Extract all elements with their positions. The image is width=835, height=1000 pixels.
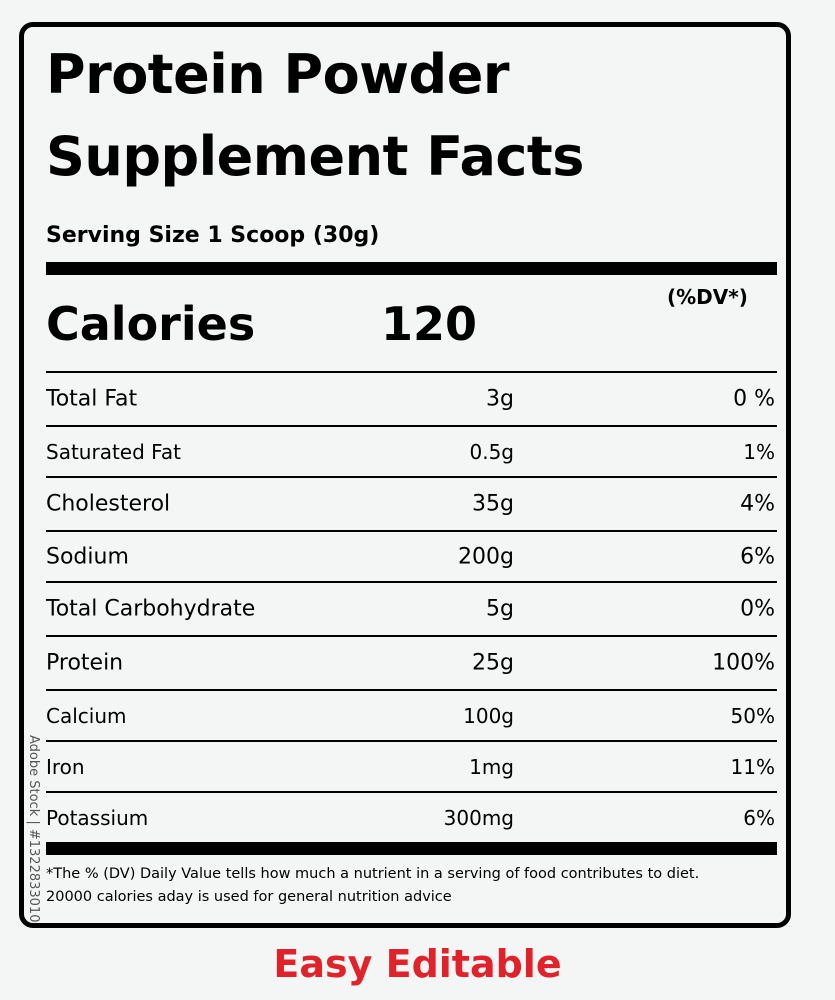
nutrient-amount: 300mg: [443, 805, 514, 830]
nutrient-name: Cholesterol: [46, 491, 171, 517]
nutrient-row-protein: Protein 25g 100%: [46, 635, 777, 689]
nutrient-daily-value: 1%: [743, 439, 775, 464]
nutrient-name: Total Carbohydrate: [46, 596, 256, 622]
nutrient-daily-value: 0%: [740, 596, 775, 622]
nutrient-daily-value: 50%: [730, 703, 775, 728]
calories-value: 120: [381, 297, 478, 351]
nutrient-row-total-carbohydrate: Total Carbohydrate 5g 0%: [46, 581, 777, 635]
nutrient-amount: 100g: [463, 703, 514, 728]
nutrient-row-calcium: Calcium 100g 50%: [46, 689, 777, 740]
nutrient-amount: 25g: [472, 650, 514, 676]
nutrient-amount: 3g: [486, 386, 514, 412]
nutrient-name: Potassium: [46, 805, 149, 830]
nutrient-daily-value: 0 %: [733, 386, 775, 412]
nutrient-row-saturated-fat: Saturated Fat 0.5g 1%: [46, 425, 777, 476]
stock-watermark: Adobe Stock | #1322833010: [26, 735, 41, 923]
nutrient-amount: 1mg: [469, 754, 514, 779]
footnote-line: *The % (DV) Daily Value tells how much a…: [46, 866, 700, 882]
serving-size: Serving Size 1 Scoop (30g): [46, 223, 380, 248]
nutrient-amount: 35g: [472, 491, 514, 517]
nutrient-row-iron: Iron 1mg 11%: [46, 740, 777, 791]
nutrient-row-potassium: Potassium 300mg 6%: [46, 791, 777, 842]
nutrient-daily-value: 4%: [740, 491, 775, 517]
thick-divider-top: [46, 262, 777, 275]
daily-value-header: (%DV*): [667, 285, 748, 309]
footnote-line: 20000 calories aday is used for general …: [46, 889, 452, 905]
nutrient-name: Total Fat: [46, 386, 138, 412]
nutrient-row-sodium: Sodium 200g 6%: [46, 530, 777, 581]
nutrient-amount: 200g: [458, 544, 514, 569]
title-line-product: Protein Powder: [46, 43, 509, 106]
nutrient-name: Calcium: [46, 703, 127, 728]
nutrient-amount: 5g: [486, 596, 514, 622]
nutrient-table: Total Fat 3g 0 % Saturated Fat 0.5g 1% C…: [46, 371, 777, 842]
thick-divider-bottom: [46, 842, 777, 855]
nutrient-row-total-fat: Total Fat 3g 0 %: [46, 371, 777, 425]
nutrient-amount: 0.5g: [469, 439, 514, 464]
label-title: Protein Powder Supplement Facts: [46, 45, 584, 187]
nutrient-daily-value: 11%: [730, 754, 775, 779]
nutrient-daily-value: 6%: [743, 805, 775, 830]
title-line-facts: Supplement Facts: [46, 125, 584, 188]
nutrient-row-cholesterol: Cholesterol 35g 4%: [46, 476, 777, 530]
calories-label: Calories: [46, 297, 256, 351]
easy-editable-caption: Easy Editable: [273, 942, 562, 986]
nutrient-name: Protein: [46, 650, 124, 676]
nutrient-name: Sodium: [46, 544, 129, 569]
nutrient-daily-value: 6%: [740, 544, 775, 569]
nutrient-name: Saturated Fat: [46, 439, 181, 464]
daily-value-footnote: *The % (DV) Daily Value tells how much a…: [46, 863, 781, 909]
nutrient-name: Iron: [46, 754, 85, 779]
supplement-facts-label: Protein Powder Supplement Facts Serving …: [19, 22, 791, 928]
nutrient-daily-value: 100%: [712, 650, 775, 676]
